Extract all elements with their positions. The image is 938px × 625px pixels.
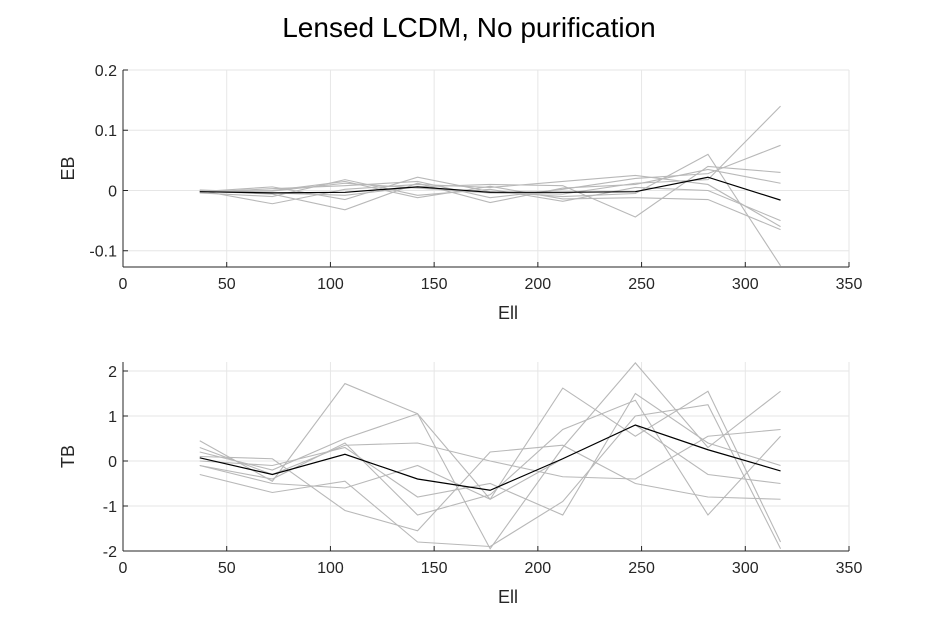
tb-x-tick-label: 200: [525, 560, 552, 577]
tb-x-tick-label: 250: [628, 560, 655, 577]
tb-x-tick-label: 350: [836, 560, 863, 577]
tb-y-tick-label: 0: [108, 454, 117, 471]
eb-mean-line: [199, 176, 781, 201]
tb-realization-line: [199, 404, 782, 549]
eb-x-tick-label: 350: [836, 276, 863, 293]
eb-realization-line: [199, 105, 781, 195]
tb-axes: 0 50 100 150 200 250 300 350 -2 -1 0 1 2 Ell TB: [58, 362, 862, 607]
eb-x-axis-label: Ell: [498, 303, 518, 323]
eb-x-tick-label: 0: [119, 276, 128, 293]
tb-realization-line: [199, 392, 781, 516]
eb-x-tick-label: 150: [421, 276, 448, 293]
tb-realization-line: [199, 424, 781, 500]
eb-y-axis-label: EB: [58, 156, 78, 180]
tb-realization-line: [199, 399, 781, 516]
tb-x-tick-label: 300: [732, 560, 759, 577]
eb-realization-line: [199, 179, 781, 222]
tb-realization-line: [199, 428, 781, 480]
figure-title: Lensed LCDM, No purification: [282, 12, 656, 43]
tb-x-tick-label: 100: [317, 560, 344, 577]
eb-x-tick-label: 300: [732, 276, 759, 293]
tb-y-tick-label: 2: [108, 364, 117, 381]
eb-x-tick-label: 50: [218, 276, 236, 293]
eb-x-tick-label: 200: [525, 276, 552, 293]
tb-y-axis-label: TB: [58, 445, 78, 468]
eb-y-tick-label: 0: [108, 183, 117, 200]
tb-x-tick-label: 150: [421, 560, 448, 577]
tb-x-tick-label: 0: [119, 560, 128, 577]
tb-mean-line: [199, 424, 781, 491]
tb-y-tick-label: -2: [103, 544, 117, 561]
tb-x-tick-label: 50: [218, 560, 236, 577]
eb-x-tick-label: 250: [628, 276, 655, 293]
eb-x-tick-label: 100: [317, 276, 344, 293]
tb-x-axis-label: Ell: [498, 587, 518, 607]
eb-plot-area: [123, 70, 849, 267]
eb-y-tick-label: -0.1: [89, 244, 117, 261]
eb-realization-line: [199, 165, 781, 218]
tb-y-tick-label: -1: [103, 499, 117, 516]
tb-y-tick-label: 1: [108, 409, 117, 426]
eb-realization-line: [199, 168, 781, 211]
eb-y-tick-label: 0.1: [95, 123, 117, 140]
tb-realization-line: [199, 444, 781, 532]
eb-realization-line: [199, 180, 781, 231]
eb-y-tick-label: 0.2: [95, 63, 117, 80]
